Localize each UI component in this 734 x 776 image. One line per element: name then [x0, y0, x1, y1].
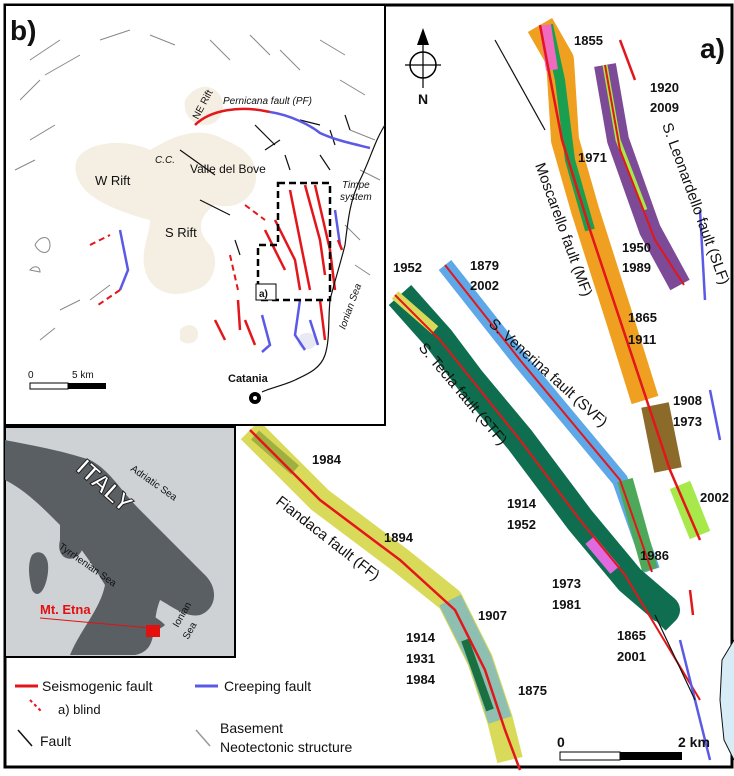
year-label: 1920 — [650, 80, 679, 95]
scale-end: 2 km — [678, 734, 710, 750]
year-label: 2002 — [470, 278, 499, 293]
legend: Seismogenic fault a) blind Creeping faul… — [15, 678, 352, 755]
year-label: 1950 — [622, 240, 651, 255]
creeping-fault — [260, 314, 272, 353]
blind-fault — [89, 234, 111, 246]
w-rift-label: W Rift — [95, 173, 131, 188]
year-label: 1981 — [552, 597, 581, 612]
year-label: 2001 — [617, 649, 646, 664]
year-label: 1865 — [617, 628, 646, 643]
italy-inset: ITALY Adriatic Sea Tyrrhenian Sea Ionian… — [4, 426, 236, 658]
year-label: 1875 — [518, 683, 547, 698]
year-label: 1855 — [574, 33, 603, 48]
year-label: 1931 — [406, 651, 435, 666]
timpe-faults — [263, 184, 344, 351]
year-label: 1865 — [628, 310, 657, 325]
rift-area — [184, 86, 224, 125]
fault-line — [688, 589, 695, 616]
scale-b-start: 0 — [28, 370, 34, 381]
year-label: 1894 — [384, 530, 414, 545]
basement-lines — [14, 29, 381, 341]
year-label: 1907 — [478, 608, 507, 623]
scale-bar-a: 0 2 km — [557, 734, 710, 761]
legend-seismogenic: Seismogenic fault — [42, 678, 153, 694]
panel-a-label: a) — [700, 33, 725, 64]
mt-etna-label: Mt. Etna — [40, 602, 91, 617]
year-label: 1952 — [507, 517, 536, 532]
panel-a-ref: a) — [259, 289, 268, 300]
sardinia — [29, 552, 49, 594]
fault-line — [494, 39, 546, 131]
scale-b-end: 5 km — [72, 370, 94, 381]
island — [59, 521, 85, 559]
year-label: 1908 — [673, 393, 702, 408]
blind-fault — [244, 204, 266, 221]
seismogenic-fault — [236, 299, 242, 331]
rift-area — [298, 332, 317, 350]
italy-landmass — [5, 440, 215, 655]
year-label: 1971 — [578, 150, 607, 165]
pernicana-label: Pernicana fault (PF) — [223, 96, 312, 107]
rift-area — [180, 325, 198, 344]
legend-creeping: Creeping fault — [224, 678, 311, 694]
year-label: 1984 — [406, 672, 436, 687]
legend-fault: Fault — [40, 733, 71, 749]
creeping-fault — [118, 229, 130, 291]
year-label: 2009 — [650, 100, 679, 115]
year-label: 1879 — [470, 258, 499, 273]
central-crater-label: C.C. — [155, 155, 175, 166]
s-rift-label: S Rift — [165, 225, 197, 240]
sea-area — [719, 639, 734, 761]
panel-b: b) — [4, 4, 386, 426]
fault-line — [618, 39, 637, 81]
blind-fault — [97, 289, 121, 306]
panel-b-label: b) — [10, 15, 36, 46]
year-label: 1914 — [507, 496, 537, 511]
pernicana-fault — [269, 110, 371, 150]
seismogenic-fault — [213, 319, 227, 341]
year-label: 2002 — [700, 490, 729, 505]
year-label: 1911 — [628, 332, 656, 347]
system-label: system — [340, 192, 372, 203]
scale-start: 0 — [557, 734, 565, 750]
year-label: 1986 — [640, 548, 669, 563]
moscarello-fault: 1855 1971 1865 1911 1908 1973 Moscarello… — [527, 18, 711, 541]
year-label: 1952 — [393, 260, 422, 275]
rift-area — [75, 132, 257, 294]
year-label: 1973 — [552, 576, 581, 591]
north-arrow-icon: N — [405, 28, 441, 107]
year-label: 1984 — [312, 452, 342, 467]
seismogenic-fault — [243, 319, 257, 346]
legend-neotectonic: Neotectonic structure — [220, 739, 352, 755]
north-label: N — [418, 91, 428, 107]
timpe-label: Timpe — [342, 180, 370, 191]
catania-label: Catania — [228, 373, 269, 385]
year-label: 1914 — [406, 630, 436, 645]
legend-blind: a) blind — [58, 702, 101, 717]
legend-basement: Basement — [220, 720, 283, 736]
valle-del-bove-label: Valle del Bove — [190, 162, 266, 176]
year-label: 1973 — [673, 414, 702, 429]
pernicana-fault — [194, 107, 271, 126]
blind-fault — [229, 254, 239, 291]
year-label: 1989 — [622, 260, 651, 275]
etna-location-marker — [146, 625, 160, 637]
